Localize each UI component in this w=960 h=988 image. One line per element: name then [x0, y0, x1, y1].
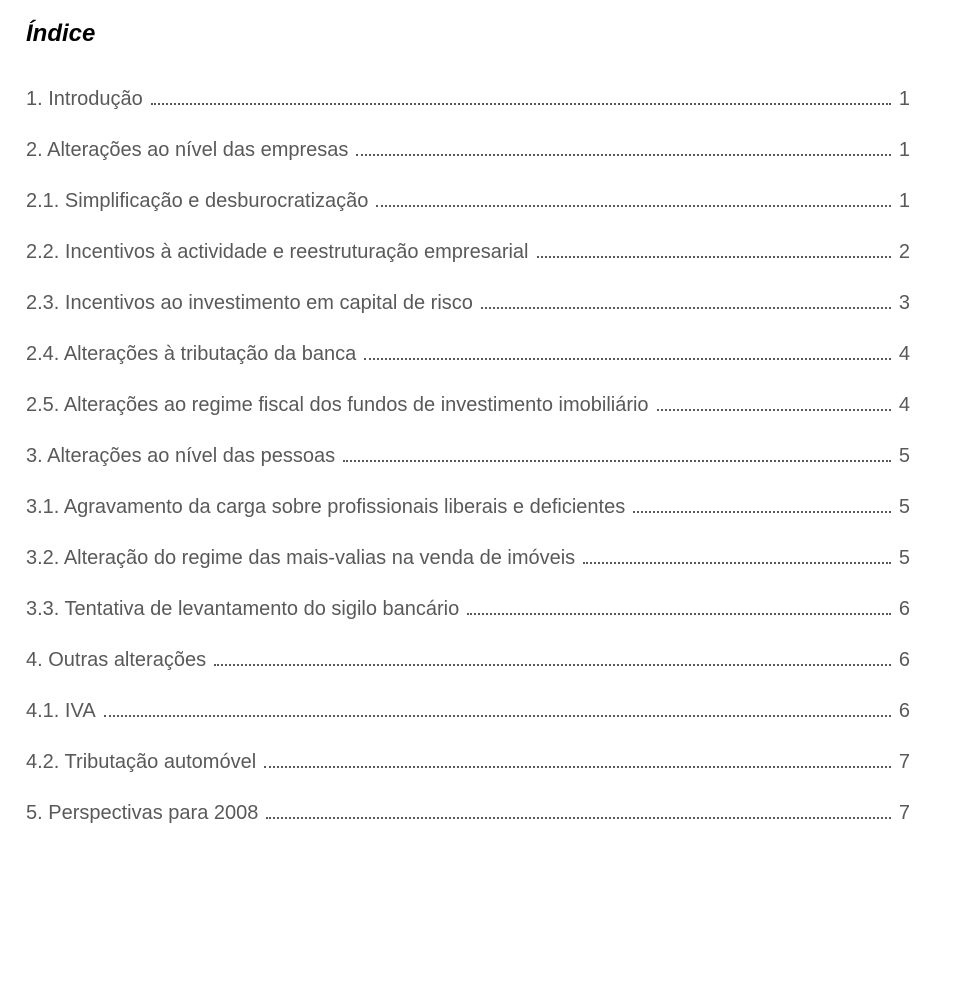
toc-entry-page: 1 — [895, 139, 910, 162]
toc-entry-page: 7 — [895, 751, 910, 774]
toc-entry: 4.1. IVA 6 — [26, 700, 910, 723]
toc-entry: 3. Alterações ao nível das pessoas 5 — [26, 445, 910, 468]
toc-entry-label: 4.1. IVA — [26, 700, 100, 723]
toc-entry-label: 2.3. Incentivos ao investimento em capit… — [26, 292, 477, 315]
toc-leader-dots — [583, 562, 891, 564]
toc-entry: 4. Outras alterações 6 — [26, 649, 910, 672]
toc-entry: 2. Alterações ao nível das empresas 1 — [26, 139, 910, 162]
toc-entry: 4.2. Tributação automóvel 7 — [26, 751, 910, 774]
toc-entry-page: 7 — [895, 802, 910, 825]
toc-entry-label: 2.1. Simplificação e desburocratização — [26, 190, 372, 213]
toc-entry-label: 3. Alterações ao nível das pessoas — [26, 445, 339, 468]
toc-entry-label: 2.4. Alterações à tributação da banca — [26, 343, 360, 366]
toc-leader-dots — [657, 409, 891, 411]
toc-leader-dots — [266, 817, 891, 819]
toc-entry-label: 3.1. Agravamento da carga sobre profissi… — [26, 496, 629, 519]
toc-leader-dots — [633, 511, 891, 513]
toc-leader-dots — [356, 154, 890, 156]
toc-entry-page: 5 — [895, 445, 910, 468]
toc-entry: 2.3. Incentivos ao investimento em capit… — [26, 292, 910, 315]
toc-entry-page: 5 — [895, 547, 910, 570]
toc-entry: 3.3. Tentativa de levantamento do sigilo… — [26, 598, 910, 621]
toc-entry-label: 4. Outras alterações — [26, 649, 210, 672]
toc-leader-dots — [364, 358, 891, 360]
toc-leader-dots — [104, 715, 891, 717]
toc-entry: 2.1. Simplificação e desburocratização 1 — [26, 190, 910, 213]
toc-leader-dots — [481, 307, 891, 309]
toc-entry-page: 1 — [895, 88, 910, 111]
toc-entry: 2.5. Alterações ao regime fiscal dos fun… — [26, 394, 910, 417]
toc-leader-dots — [343, 460, 891, 462]
toc-entry-page: 6 — [895, 700, 910, 723]
toc-entry-page: 6 — [895, 649, 910, 672]
toc-title: Índice — [26, 20, 910, 48]
toc-entry-label: 1. Introdução — [26, 88, 147, 111]
toc-entry-label: 3.3. Tentativa de levantamento do sigilo… — [26, 598, 463, 621]
toc-leader-dots — [151, 103, 891, 105]
toc-leader-dots — [537, 256, 891, 258]
toc-entry-label: 2.2. Incentivos à actividade e reestrutu… — [26, 241, 533, 264]
toc-list: 1. Introdução12. Alterações ao nível das… — [20, 88, 910, 825]
toc-leader-dots — [467, 613, 891, 615]
toc-entry-page: 4 — [895, 394, 910, 417]
toc-leader-dots — [214, 664, 891, 666]
toc-leader-dots — [376, 205, 890, 207]
toc-entry-label: 4.2. Tributação automóvel — [26, 751, 260, 774]
toc-entry-label: 3.2. Alteração do regime das mais-valias… — [26, 547, 579, 570]
toc-entry-page: 1 — [895, 190, 910, 213]
toc-entry-page: 2 — [895, 241, 910, 264]
toc-entry-page: 6 — [895, 598, 910, 621]
toc-entry: 5. Perspectivas para 2008 7 — [26, 802, 910, 825]
toc-entry: 3.2. Alteração do regime das mais-valias… — [26, 547, 910, 570]
toc-entry-page: 4 — [895, 343, 910, 366]
toc-entry-page: 3 — [895, 292, 910, 315]
toc-entry-label: 2. Alterações ao nível das empresas — [26, 139, 352, 162]
toc-entry: 2.2. Incentivos à actividade e reestrutu… — [26, 241, 910, 264]
toc-entry-label: 5. Perspectivas para 2008 — [26, 802, 262, 825]
toc-entry: 3.1. Agravamento da carga sobre profissi… — [26, 496, 910, 519]
toc-entry-page: 5 — [895, 496, 910, 519]
toc-entry: 2.4. Alterações à tributação da banca 4 — [26, 343, 910, 366]
toc-leader-dots — [264, 766, 891, 768]
toc-entry: 1. Introdução 1 — [26, 88, 910, 111]
toc-entry-label: 2.5. Alterações ao regime fiscal dos fun… — [26, 394, 653, 417]
